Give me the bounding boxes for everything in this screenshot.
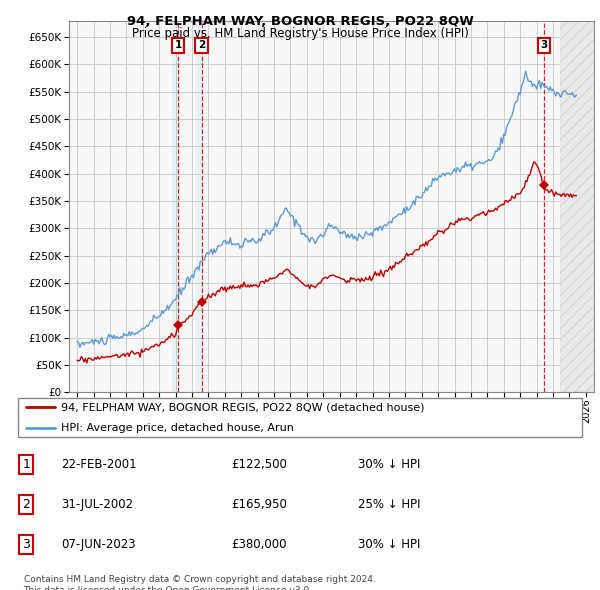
Text: 94, FELPHAM WAY, BOGNOR REGIS, PO22 8QW (detached house): 94, FELPHAM WAY, BOGNOR REGIS, PO22 8QW … [61, 402, 424, 412]
Bar [196, 21, 203, 392]
Bar [560, 21, 594, 392]
Text: 2: 2 [22, 498, 31, 511]
Text: 2: 2 [198, 40, 205, 50]
Text: 3: 3 [540, 40, 547, 50]
Text: 07-JUN-2023: 07-JUN-2023 [61, 537, 136, 551]
Text: 31-JUL-2002: 31-JUL-2002 [61, 498, 133, 511]
Text: £122,500: £122,500 [231, 458, 287, 471]
Text: 22-FEB-2001: 22-FEB-2001 [61, 458, 137, 471]
Text: 1: 1 [22, 458, 31, 471]
Text: 1: 1 [175, 40, 182, 50]
Text: 94, FELPHAM WAY, BOGNOR REGIS, PO22 8QW: 94, FELPHAM WAY, BOGNOR REGIS, PO22 8QW [127, 15, 473, 28]
Text: Price paid vs. HM Land Registry's House Price Index (HPI): Price paid vs. HM Land Registry's House … [131, 27, 469, 40]
FancyBboxPatch shape [18, 398, 582, 437]
Text: £165,950: £165,950 [231, 498, 287, 511]
Bar [560, 21, 594, 392]
Text: HPI: Average price, detached house, Arun: HPI: Average price, detached house, Arun [61, 422, 294, 432]
Text: 30% ↓ HPI: 30% ↓ HPI [358, 537, 420, 551]
Bar [172, 21, 179, 392]
Text: Contains HM Land Registry data © Crown copyright and database right 2024.
This d: Contains HM Land Registry data © Crown c… [23, 575, 375, 590]
Text: 25% ↓ HPI: 25% ↓ HPI [358, 498, 420, 511]
Text: 30% ↓ HPI: 30% ↓ HPI [358, 458, 420, 471]
Text: 3: 3 [22, 537, 31, 551]
Text: £380,000: £380,000 [231, 537, 286, 551]
